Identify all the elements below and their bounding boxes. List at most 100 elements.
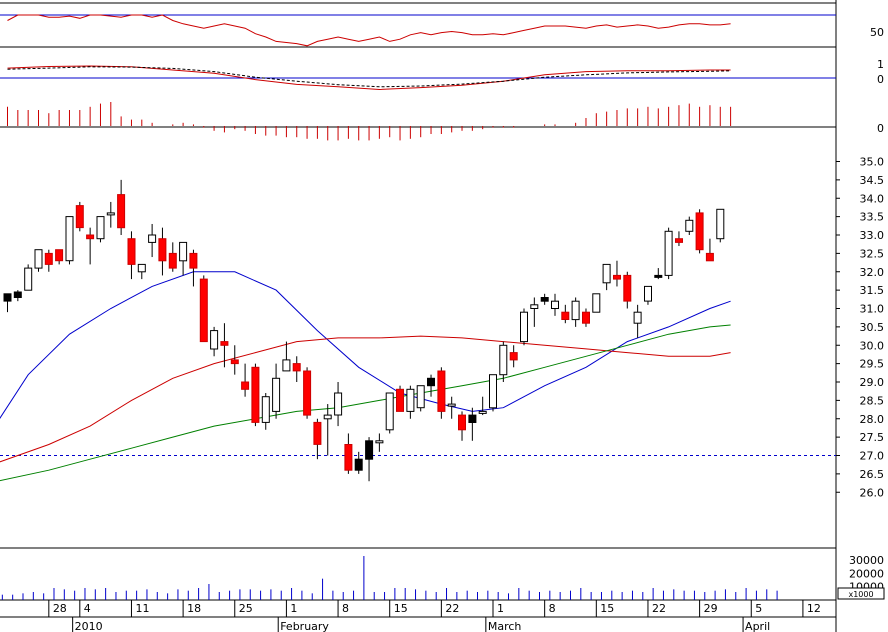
candle-body bbox=[303, 370, 312, 416]
candle-body bbox=[220, 341, 229, 346]
price-ytick-label: 33.5 bbox=[860, 211, 885, 224]
histogram-panel bbox=[7, 102, 732, 141]
y-axis-labels: 50 1 0 0 35.0 34.5 34.0 33.5 33.0 32.5 32.0 31.5 31.… bbox=[836, 26, 885, 600]
date-axis-day-label: 22 bbox=[652, 602, 666, 615]
price-ytick-label: 29.5 bbox=[860, 358, 885, 371]
candle-body bbox=[168, 252, 177, 269]
date-axis-day-label: 15 bbox=[600, 602, 614, 615]
candle-body bbox=[323, 414, 332, 420]
candle-body bbox=[251, 366, 260, 423]
candle-body bbox=[561, 311, 570, 321]
date-axis-day-label: 1 bbox=[497, 602, 504, 615]
macd-ytick-1: 1 bbox=[877, 58, 884, 71]
candle-body bbox=[654, 274, 663, 278]
price-ytick-label: 28.5 bbox=[860, 394, 885, 407]
price-ytick-label: 33.0 bbox=[860, 229, 885, 242]
candle-body bbox=[592, 293, 601, 313]
price-ytick-label: 29.0 bbox=[860, 376, 885, 389]
candle-body bbox=[447, 403, 456, 407]
date-axis-month-label: April bbox=[745, 620, 770, 632]
date-axis-day-label: 18 bbox=[187, 602, 201, 615]
candle-body bbox=[716, 208, 725, 240]
price-ytick-label: 34.5 bbox=[860, 174, 885, 187]
price-ytick-label: 27.5 bbox=[860, 431, 885, 444]
candle-body bbox=[199, 278, 208, 343]
candle-body bbox=[334, 392, 343, 416]
candle-body bbox=[416, 385, 425, 409]
candle-body bbox=[396, 388, 404, 412]
date-axis-day-label: 8 bbox=[342, 602, 349, 615]
candle-body bbox=[158, 238, 167, 262]
candle-body bbox=[437, 370, 446, 412]
date-axis-day-label: 12 bbox=[807, 602, 821, 615]
price-ytick-label: 32.0 bbox=[860, 266, 885, 279]
candle-body bbox=[602, 263, 611, 284]
candle-body bbox=[540, 297, 549, 302]
candle-body bbox=[365, 440, 374, 460]
moving-average-line-1 bbox=[0, 335, 731, 463]
candle-body bbox=[685, 219, 694, 232]
candle-body bbox=[406, 388, 415, 412]
date-axis-month-label: February bbox=[280, 620, 329, 632]
candle-body bbox=[75, 205, 84, 229]
candle-body bbox=[282, 359, 291, 372]
candle-body bbox=[520, 311, 528, 343]
candle-body bbox=[571, 300, 580, 321]
candle-body bbox=[478, 410, 487, 414]
candle-body bbox=[427, 377, 435, 387]
volume-ytick-label: 30000 bbox=[849, 554, 884, 567]
volume-unit-label: x1000 bbox=[848, 590, 873, 599]
price-ytick-label: 26.5 bbox=[860, 468, 885, 481]
candle-body bbox=[313, 421, 322, 445]
candle-body bbox=[189, 252, 198, 269]
candle-body bbox=[664, 230, 673, 276]
candle-body bbox=[385, 392, 394, 431]
date-axis-month-label: 2010 bbox=[75, 620, 103, 632]
moving-average-line-2 bbox=[0, 324, 731, 482]
candle-body bbox=[261, 396, 270, 423]
candle-body bbox=[344, 444, 353, 471]
volume-unit-box bbox=[837, 587, 885, 600]
price-ytick-label: 35.0 bbox=[860, 156, 885, 169]
candle-body bbox=[705, 252, 714, 262]
macd-ytick-0: 0 bbox=[877, 73, 884, 86]
candle-body bbox=[499, 344, 508, 376]
price-ytick-label: 34.0 bbox=[860, 192, 885, 205]
moving-average-line-0 bbox=[0, 271, 731, 420]
candle-body bbox=[644, 285, 652, 302]
hist-ytick-0: 0 bbox=[877, 122, 884, 135]
candle-body bbox=[65, 216, 74, 262]
candle-body bbox=[675, 238, 683, 243]
candle-body bbox=[241, 381, 250, 390]
osc-ytick-0: 50 bbox=[870, 26, 884, 39]
date-axis-day-label: 28 bbox=[53, 602, 67, 615]
candle-body bbox=[375, 440, 384, 444]
candle-body bbox=[230, 359, 239, 365]
macd-series-line-0 bbox=[7, 65, 731, 91]
date-axis-day-label: 8 bbox=[549, 602, 556, 615]
candle-body bbox=[86, 234, 95, 240]
date-axis-day-label: 5 bbox=[755, 602, 762, 615]
candle-body bbox=[623, 274, 632, 302]
date-axis-day-label: 25 bbox=[239, 602, 253, 615]
candle-body bbox=[695, 212, 704, 251]
volume-panel bbox=[1, 556, 778, 600]
candle-body bbox=[44, 252, 53, 265]
candle-body bbox=[210, 330, 219, 350]
candle-body bbox=[137, 263, 146, 273]
candle-body bbox=[468, 414, 477, 424]
candle-body bbox=[148, 234, 157, 243]
price-ytick-label: 31.0 bbox=[860, 303, 885, 316]
candle-body bbox=[96, 216, 105, 240]
candle-body bbox=[55, 249, 64, 262]
price-ytick-label: 30.5 bbox=[860, 321, 885, 334]
candle-body bbox=[509, 352, 518, 361]
price-ytick-label: 26.0 bbox=[860, 486, 885, 499]
osc-series-line-0 bbox=[7, 14, 731, 47]
candle-body bbox=[179, 241, 188, 262]
volume-ytick-label: 20000 bbox=[849, 567, 884, 580]
macd-panel bbox=[0, 65, 836, 91]
candle-body bbox=[551, 300, 559, 310]
